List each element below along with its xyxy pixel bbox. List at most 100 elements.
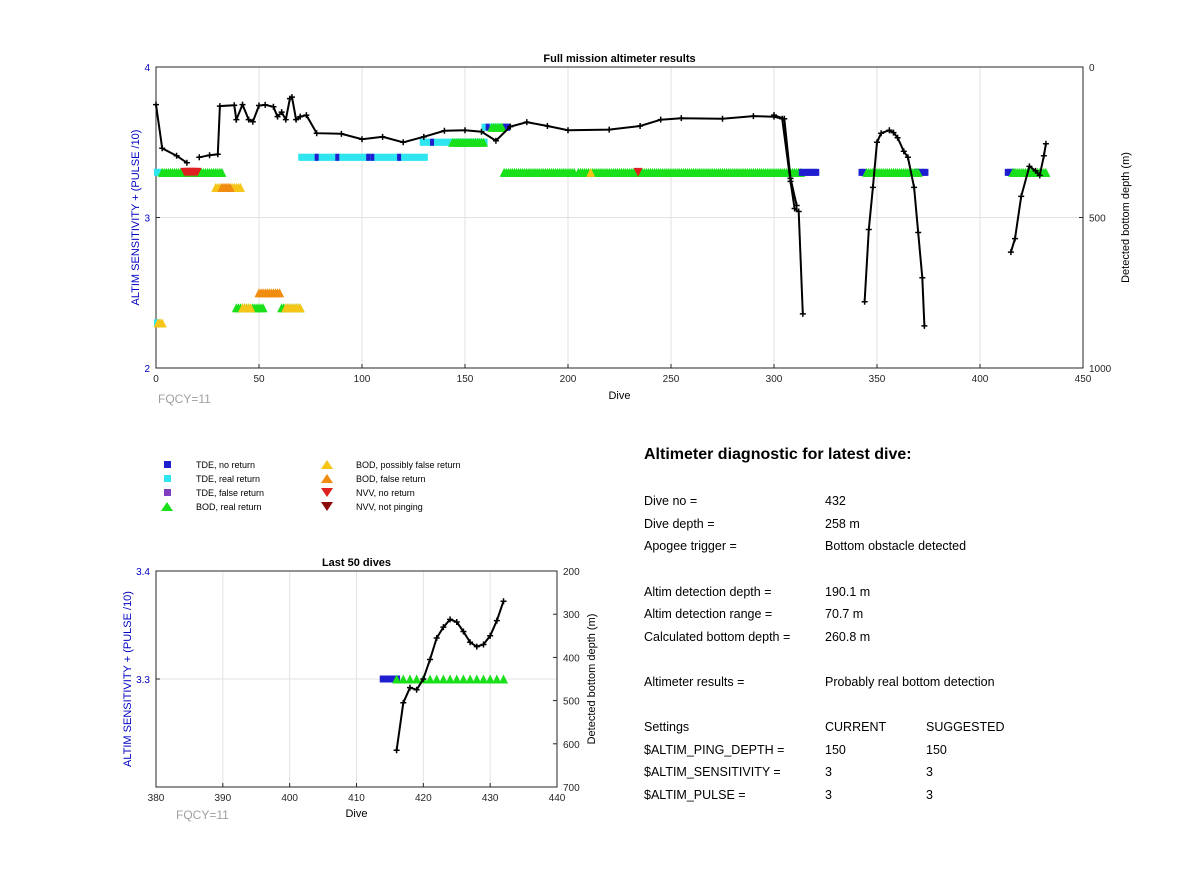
- bod-marker: [425, 674, 435, 684]
- tde-marker: [154, 168, 158, 176]
- depth-point: [657, 116, 664, 123]
- tde-marker: [318, 153, 323, 161]
- depth-point: [1012, 235, 1019, 242]
- y-tick-label: 3: [144, 214, 150, 225]
- depth-point: [544, 122, 551, 129]
- depth-point: [869, 184, 876, 191]
- tde-marker: [419, 138, 424, 146]
- x-tick-label: 400: [972, 374, 989, 385]
- bod-marker: [478, 674, 488, 684]
- depth-point: [216, 103, 223, 110]
- depth-point: [196, 154, 203, 161]
- setting-label: $ALTIM_PING_DEPTH =: [644, 743, 785, 757]
- x-tick-label: 450: [1075, 374, 1092, 385]
- depth-point: [890, 129, 897, 136]
- tde-marker: [802, 168, 807, 176]
- y-axis-label: ALTIM SENSITIVITY + (PULSE /10): [130, 130, 142, 306]
- depth-point: [338, 130, 345, 137]
- legend-item: NVV, not pinging: [320, 501, 423, 513]
- depth-point: [473, 643, 480, 650]
- tde-marker: [370, 153, 375, 161]
- depth-point: [900, 148, 907, 155]
- depth-line: [155, 104, 188, 164]
- depth-point: [795, 208, 802, 215]
- tde-marker: [860, 168, 865, 176]
- tde-marker: [430, 138, 435, 146]
- bod-marker: [295, 303, 305, 313]
- tde-marker: [312, 153, 317, 161]
- depth-point: [460, 628, 467, 635]
- legend-item: NVV, no return: [320, 487, 415, 499]
- tde-marker: [444, 138, 449, 146]
- diag-label: Apogee trigger =: [644, 539, 737, 553]
- depth-point: [781, 115, 788, 122]
- tde-marker: [380, 153, 385, 161]
- depth-point: [606, 126, 613, 133]
- tde-marker: [405, 153, 410, 161]
- y-axis-label: ALTIM SENSITIVITY + (PULSE /10): [122, 591, 134, 767]
- tde-marker: [425, 138, 430, 146]
- diag-label: Altim detection range =: [644, 607, 773, 621]
- legend-marker: [320, 487, 334, 499]
- depth-point: [313, 130, 320, 137]
- depth-point: [678, 115, 685, 122]
- tde-marker: [440, 138, 445, 146]
- legend-marker: [320, 501, 334, 513]
- bod-marker: [432, 674, 442, 684]
- depth-point: [233, 116, 240, 123]
- chart-title: Last 50 dives: [322, 557, 391, 569]
- depth-point: [719, 115, 726, 122]
- depth-point: [1032, 167, 1039, 174]
- tde-marker: [300, 153, 305, 161]
- tde-marker: [302, 153, 307, 161]
- tde-marker: [423, 138, 428, 146]
- tde-marker: [374, 153, 379, 161]
- x-axis-label: Dive: [608, 390, 630, 402]
- diag-value: 190.1 m: [825, 585, 871, 599]
- tde-marker: [353, 153, 358, 161]
- tde-marker: [920, 168, 925, 176]
- diag-value: 258 m: [825, 517, 860, 531]
- x-tick-label: 100: [354, 374, 371, 385]
- bod-marker: [217, 167, 227, 177]
- tde-marker: [421, 138, 426, 146]
- bod-marker: [225, 182, 235, 192]
- tde-marker: [411, 153, 416, 161]
- tde-marker: [811, 168, 816, 176]
- bod-marker: [445, 674, 455, 684]
- y2-tick-label: 700: [563, 783, 580, 794]
- settings-header-label: Settings: [644, 720, 690, 734]
- tde-marker: [308, 153, 313, 161]
- depth-point: [492, 137, 499, 144]
- setting-current: 3: [825, 765, 832, 779]
- chart-title: Full mission altimeter results: [543, 53, 695, 65]
- y2-tick-label: 200: [563, 567, 580, 578]
- x-axis-label: Dive: [345, 808, 367, 820]
- y2-tick-label: 500: [1089, 214, 1106, 225]
- depth-point: [894, 134, 901, 141]
- legend-marker: [320, 459, 334, 471]
- y-tick-label: 3.3: [136, 675, 150, 686]
- diag-value: Bottom obstacle detected: [825, 539, 967, 553]
- tde-marker: [815, 168, 820, 176]
- tde-marker: [343, 153, 348, 161]
- setting-suggested: 3: [926, 788, 933, 802]
- legend-marker: [160, 501, 174, 513]
- legend-label: TDE, no return: [196, 460, 256, 470]
- legend-item: BOD, possibly false return: [320, 459, 461, 471]
- legend-item: BOD, false return: [320, 473, 426, 485]
- full-mission-chart: 0 50 100 150 200 250 300 350 400 450 2 3 4 0 500 1000 Fu…: [130, 53, 1132, 406]
- legend: TDE, no return TDE, real return TDE, fal…: [160, 457, 500, 517]
- bod-marker: [1041, 167, 1051, 177]
- tde-marker: [438, 138, 443, 146]
- diag-value: 432: [825, 494, 846, 508]
- depth-point: [231, 102, 238, 109]
- tde-marker: [504, 123, 509, 131]
- diag-label: Dive depth =: [644, 517, 715, 531]
- tde-marker: [372, 153, 377, 161]
- legend-label: BOD, real return: [196, 502, 262, 512]
- tde-marker: [366, 153, 371, 161]
- tde-marker: [419, 153, 424, 161]
- setting-label: $ALTIM_SENSITIVITY =: [644, 765, 781, 779]
- depth-point: [245, 116, 252, 123]
